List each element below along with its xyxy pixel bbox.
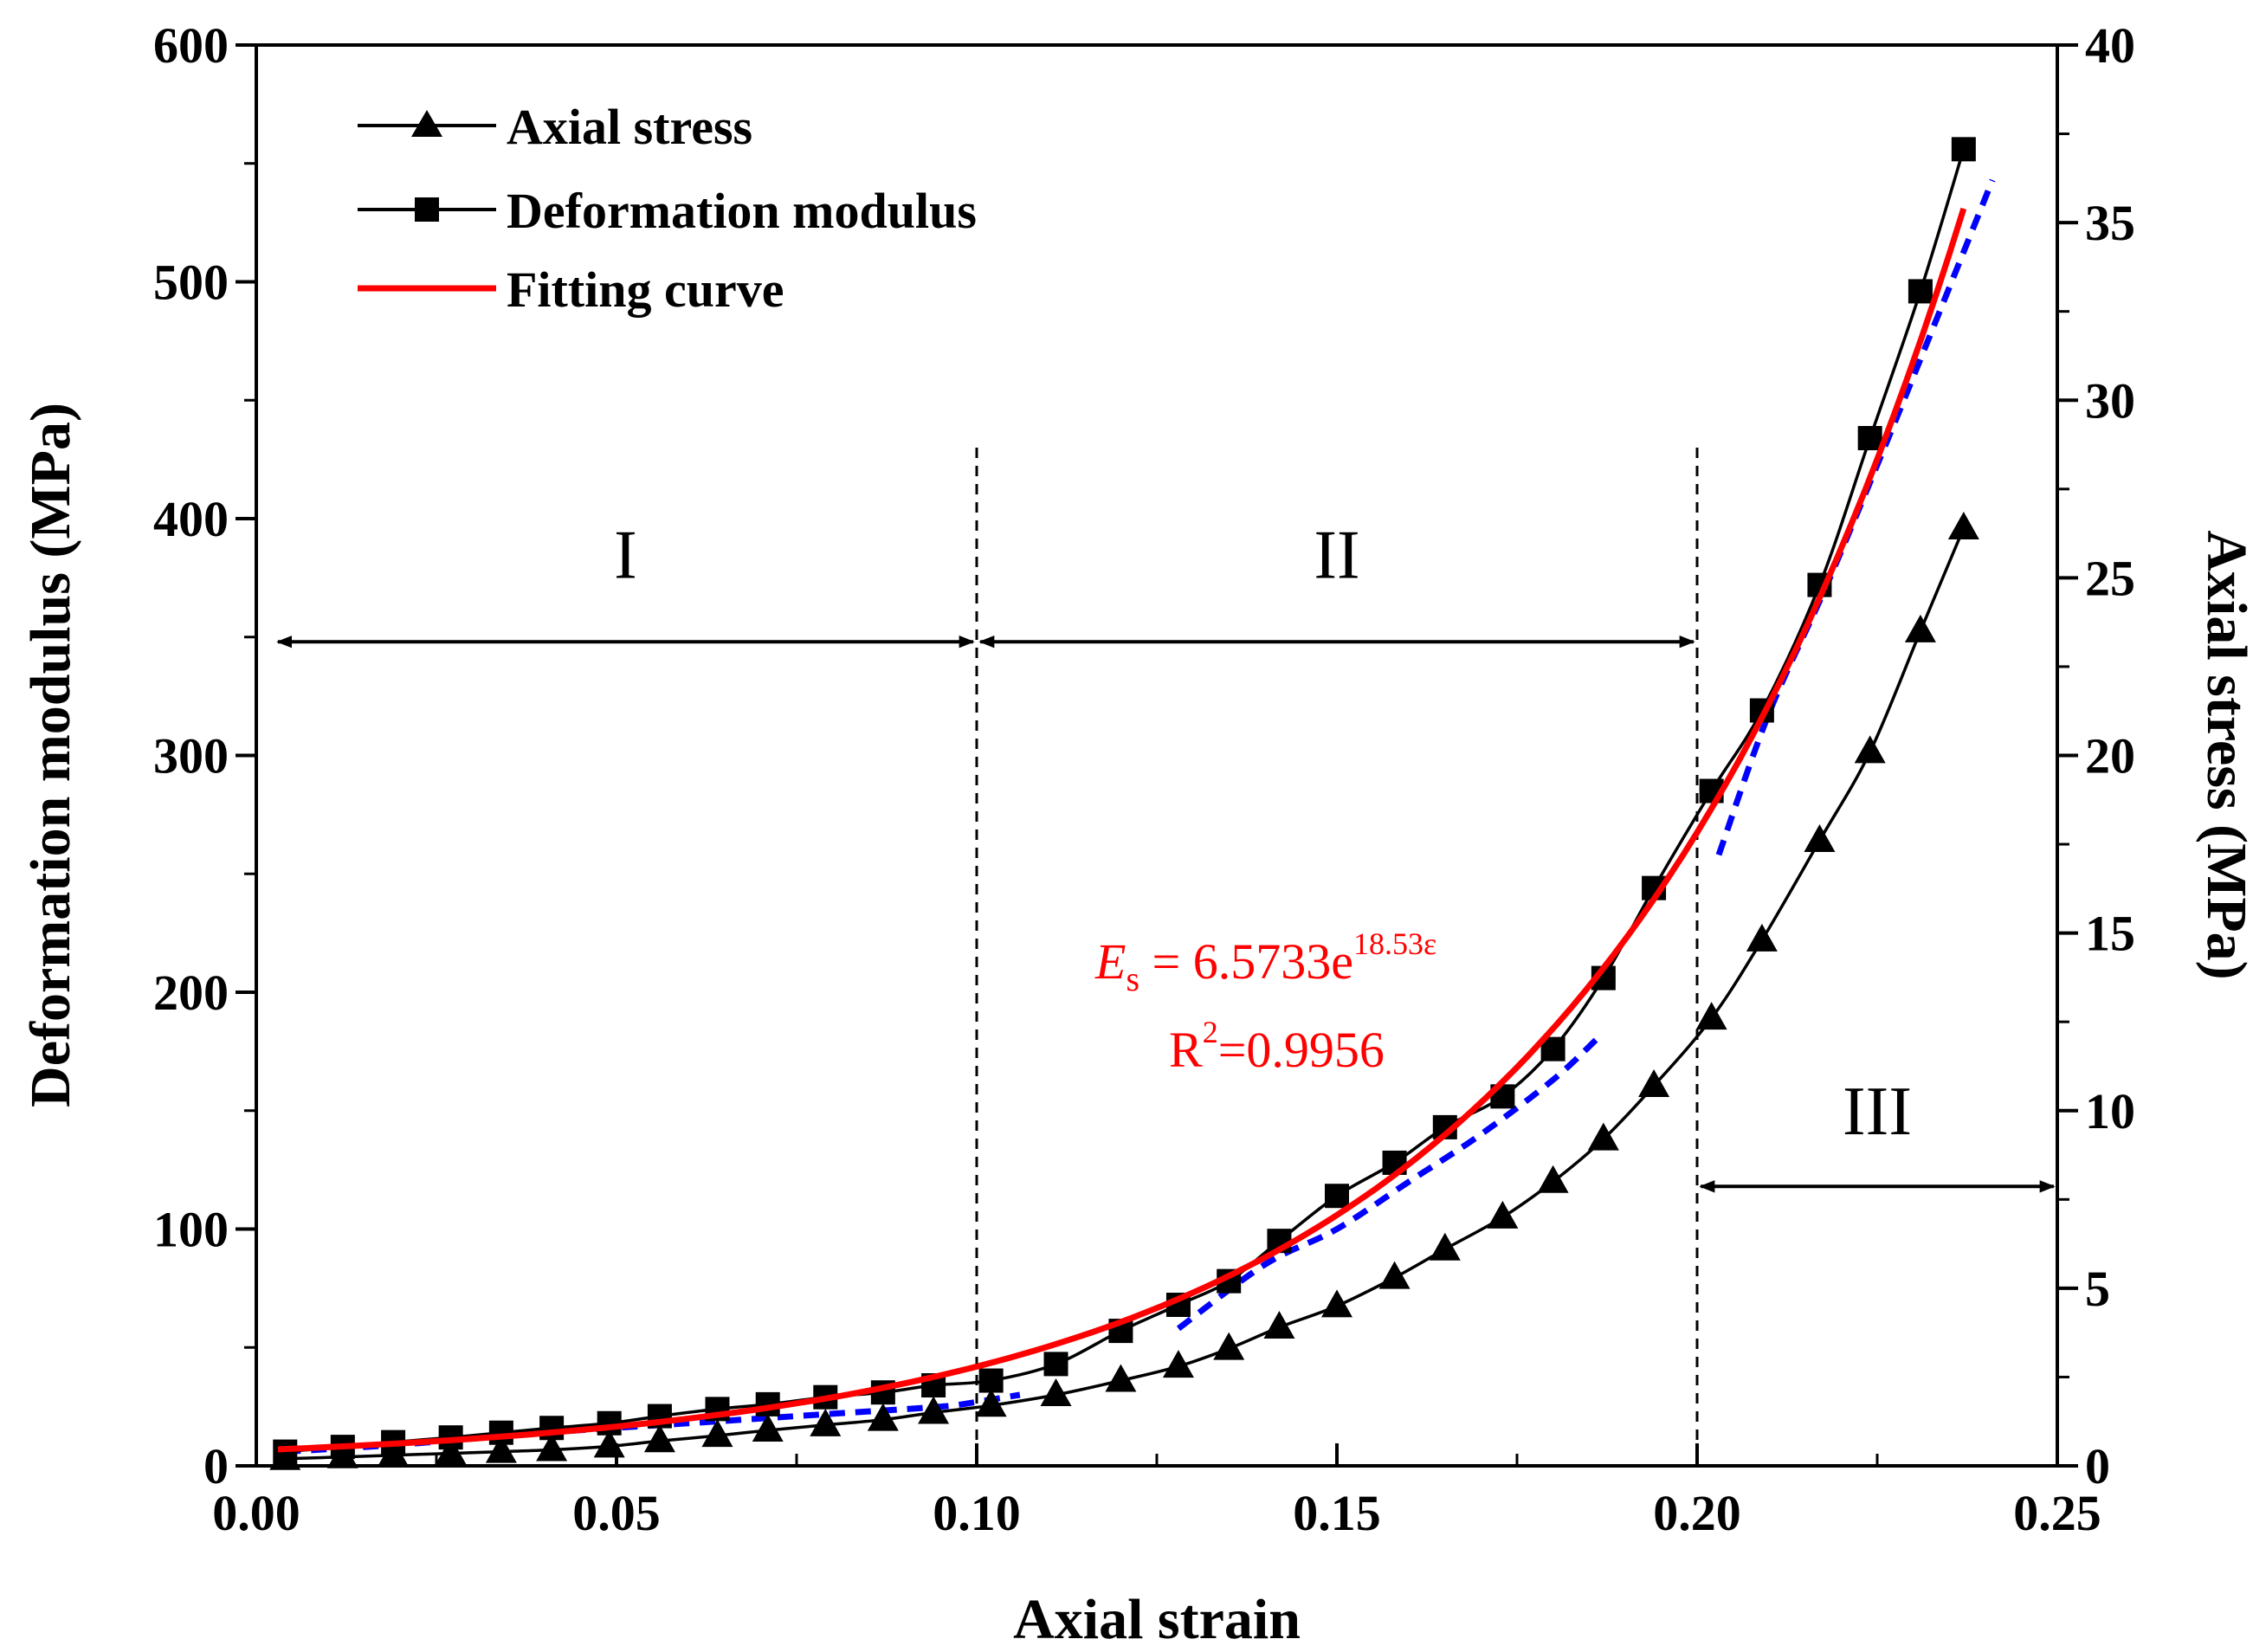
y-right-tick-label: 35 <box>2085 195 2135 251</box>
fit-equation-line1: Es = 6.5733e18.53ε <box>1094 926 1436 998</box>
y-right-tick-label: 5 <box>2085 1261 2110 1317</box>
axial-stress-point <box>1105 1364 1137 1392</box>
y-left-tick-label: 600 <box>153 17 229 74</box>
axial-stress-point <box>1429 1232 1461 1261</box>
deformation-modulus-point <box>488 1420 513 1445</box>
y-right-axis-ticks: 0 5 10 15 20 25 30 35 40 <box>2057 17 2135 1494</box>
y-left-axis-title: Deformation modulus (MPa) <box>19 403 82 1107</box>
axial-stress-point <box>1378 1261 1411 1289</box>
axial-stress-point <box>1162 1350 1194 1378</box>
y-right-tick-label: 0 <box>2085 1438 2110 1494</box>
y-left-tick-label: 400 <box>153 491 229 547</box>
legend: Axial stress Deformation modulus Fitting… <box>358 99 977 318</box>
y-right-tick-label: 25 <box>2085 550 2135 606</box>
x-tick-label: 0.15 <box>1293 1485 1381 1541</box>
y-right-tick-label: 40 <box>2085 17 2135 74</box>
axial-stress-point <box>975 1389 1007 1417</box>
y-left-axis-ticks: 0 100 200 300 400 500 600 <box>153 17 256 1494</box>
axial-stress-point <box>1804 823 1836 852</box>
y-left-tick-label: 300 <box>153 728 229 784</box>
deformation-modulus-point <box>1043 1352 1068 1377</box>
axial-stress-point <box>918 1396 950 1424</box>
axial-stress-point <box>435 1436 467 1465</box>
legend-axial-stress-marker <box>411 110 442 137</box>
y-left-tick-label: 200 <box>153 965 229 1021</box>
y-right-tick-label: 10 <box>2085 1083 2135 1139</box>
x-axis-title: Axial strain <box>1013 1588 1301 1651</box>
axial-stress-point <box>536 1433 568 1462</box>
axial-stress-point <box>1487 1200 1519 1229</box>
axial-stress-point <box>1321 1289 1352 1318</box>
axial-stress-point <box>593 1429 625 1458</box>
axial-stress-point <box>485 1435 517 1463</box>
x-tick-label: 0.05 <box>572 1485 661 1541</box>
axial-stress-point <box>643 1424 675 1453</box>
axial-stress-point <box>752 1413 784 1442</box>
y-right-tick-label: 15 <box>2085 906 2135 962</box>
deformation-modulus-point <box>539 1416 565 1441</box>
legend-fitting-curve-label: Fitting curve <box>507 261 784 318</box>
axial-stress-point <box>1537 1165 1569 1193</box>
axial-stress-point <box>1695 1002 1727 1030</box>
legend-deformation-modulus-marker <box>415 197 439 222</box>
deformation-modulus-point <box>597 1410 622 1436</box>
legend-deformation-modulus-label: Deformation modulus <box>507 183 977 239</box>
x-axis-ticks: 0.00 0.05 0.10 0.15 0.20 0.25 <box>212 1443 2101 1541</box>
deformation-modulus-point <box>1951 137 1976 162</box>
fit-equation-r-squared: R2=0.9956 <box>1169 1015 1385 1078</box>
blue-dashed-guide <box>1176 1037 1598 1332</box>
fitting-curve <box>277 207 1967 1453</box>
fitting-curve-layer <box>277 207 1967 1453</box>
y-right-axis-title: Axial stress (MPa) <box>2195 530 2253 979</box>
axial-stress-point <box>1213 1332 1245 1360</box>
y-left-tick-label: 500 <box>153 255 229 311</box>
y-right-tick-label: 20 <box>2085 728 2135 784</box>
x-tick-label: 0.25 <box>2013 1485 2101 1541</box>
axial-stress-point <box>1638 1069 1670 1098</box>
axial-stress-point <box>1904 614 1936 642</box>
axial-stress-point <box>1263 1311 1295 1339</box>
x-tick-label: 0.00 <box>212 1485 300 1541</box>
axial-stress-point <box>1746 923 1778 952</box>
y-right-tick-label: 30 <box>2085 372 2135 429</box>
axial-stress-point <box>701 1419 733 1448</box>
x-tick-label: 0.10 <box>933 1485 1021 1541</box>
axial-stress-point <box>867 1403 899 1431</box>
x-tick-label: 0.20 <box>1653 1485 1741 1541</box>
region-label: II <box>1314 517 1359 593</box>
blue-dashed-guides <box>285 178 1996 1455</box>
axial-stress-point <box>1947 511 1979 539</box>
deformation-modulus-point <box>1908 279 1933 304</box>
blue-dashed-guide <box>285 1391 1021 1455</box>
y-left-tick-label: 0 <box>203 1438 229 1494</box>
region-label: III <box>1843 1074 1912 1150</box>
deformation-modulus-point <box>1325 1184 1349 1209</box>
fit-equation: Es = 6.5733e18.53ε R2=0.9956 <box>1094 926 1436 1078</box>
plot-frame <box>255 43 2059 1468</box>
axial-stress-point <box>1040 1378 1072 1406</box>
deformation-modulus-point <box>1857 426 1882 451</box>
axial-stress-point <box>1587 1122 1619 1151</box>
axial-stress-point <box>1854 735 1886 764</box>
legend-axial-stress-label: Axial stress <box>507 99 752 155</box>
y-left-tick-label: 100 <box>153 1202 229 1258</box>
region-label: I <box>614 517 637 593</box>
axial-stress-point <box>810 1408 842 1436</box>
data-series <box>269 137 1979 1470</box>
deformation-modulus-point <box>978 1368 1004 1393</box>
